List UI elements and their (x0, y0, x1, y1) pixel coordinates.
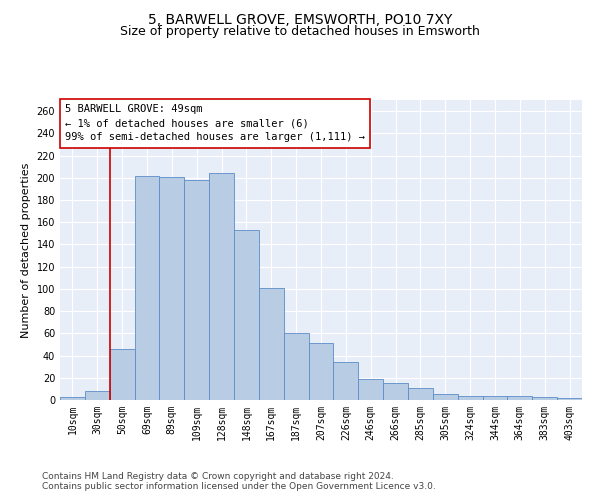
Bar (60, 396, 85, 400)
Text: 5, BARWELL GROVE, EMSWORTH, PO10 7XY: 5, BARWELL GROVE, EMSWORTH, PO10 7XY (148, 12, 452, 26)
Bar (110, 349, 134, 400)
Text: Size of property relative to detached houses in Emsworth: Size of property relative to detached ho… (120, 25, 480, 38)
Bar (259, 288, 284, 400)
Bar (408, 388, 433, 400)
Bar (209, 174, 234, 400)
Bar (334, 362, 358, 400)
Bar (557, 398, 582, 400)
Text: Contains public sector information licensed under the Open Government Licence v3: Contains public sector information licen… (42, 482, 436, 491)
Bar (358, 379, 383, 400)
Bar (482, 396, 508, 400)
Bar (160, 176, 184, 400)
Bar (284, 334, 308, 400)
Text: Contains HM Land Registry data © Crown copyright and database right 2024.: Contains HM Land Registry data © Crown c… (42, 472, 394, 481)
Bar (134, 176, 160, 400)
Bar (458, 396, 482, 400)
Bar (508, 396, 532, 400)
Bar (85, 391, 110, 400)
Bar (308, 344, 334, 400)
Bar (532, 396, 557, 400)
Text: 5 BARWELL GROVE: 49sqm
← 1% of detached houses are smaller (6)
99% of semi-detac: 5 BARWELL GROVE: 49sqm ← 1% of detached … (65, 104, 365, 142)
Bar (383, 384, 408, 400)
Bar (234, 230, 259, 400)
Y-axis label: Number of detached properties: Number of detached properties (21, 162, 31, 338)
Bar (433, 394, 458, 400)
Bar (184, 180, 209, 400)
